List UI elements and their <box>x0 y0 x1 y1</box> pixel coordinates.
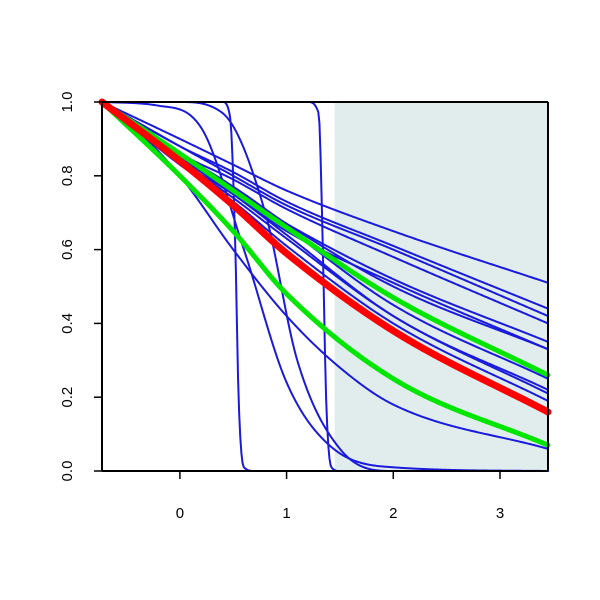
series-line-green-18 <box>99 99 551 448</box>
y-tick-label-5: 1.0 <box>59 92 76 113</box>
axis-layer: 0 1 2 3 0.0 0.2 0.4 0.6 0.8 1.0 <box>59 92 549 522</box>
y-tick-label-4: 0.8 <box>59 165 76 186</box>
y-tick-label-0: 0.0 <box>59 461 76 482</box>
x-tick-label-3: 3 <box>496 505 504 522</box>
y-tick-label-2: 0.4 <box>59 313 76 334</box>
y-tick-label-3: 0.6 <box>59 239 76 260</box>
x-tick-label-1: 1 <box>282 505 290 522</box>
x-tick-label-2: 2 <box>389 505 397 522</box>
y-tick-label-1: 0.2 <box>59 387 76 408</box>
series-line-blue-3 <box>101 101 549 318</box>
series-line-green-17 <box>99 99 551 378</box>
x-tick-label-0: 0 <box>176 505 184 522</box>
series-line-blue-1 <box>101 101 549 284</box>
series-line-red-19 <box>98 98 552 416</box>
